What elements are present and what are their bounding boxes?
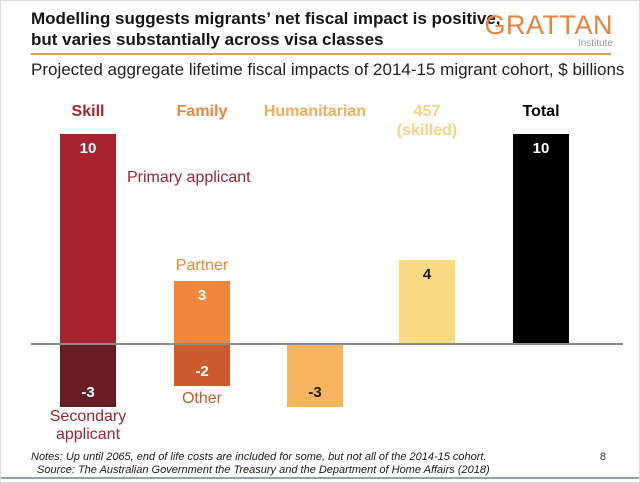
page-number: 8 xyxy=(599,451,606,463)
chart-subtitle: Projected aggregate lifetime fiscal impa… xyxy=(31,60,625,79)
title-line-2: but varies substantially across visa cla… xyxy=(31,30,384,49)
bar-other: -2 xyxy=(174,344,230,386)
bar-value-label-other: -2 xyxy=(195,363,209,380)
bar-value-label-457-skilled: 4 xyxy=(422,266,432,283)
title-line-1: Modelling suggests migrants’ net fiscal … xyxy=(31,9,501,28)
column-header-total: Total xyxy=(522,103,560,120)
bar-primary-applicant: 10 xyxy=(60,134,116,344)
bar-value-label-secondary-applicant: -3 xyxy=(81,384,95,401)
logo-wordmark: GRATTAN xyxy=(484,10,613,40)
bar-value-label-partner: 3 xyxy=(197,287,207,304)
annotation-partner: Partner xyxy=(175,257,229,274)
column-header-family: Family xyxy=(176,103,228,120)
annotation-other: Other xyxy=(181,390,222,407)
slide-bottom-border xyxy=(1,477,639,479)
bar-value-label-primary-applicant: 10 xyxy=(79,140,97,157)
annotation-secondary-applicant: Secondary applicant xyxy=(49,408,127,443)
bar-value-label-humanitarian: -3 xyxy=(308,384,322,401)
zero-axis-line xyxy=(31,343,623,345)
header-divider-line xyxy=(31,53,611,55)
column-header-skill: Skill xyxy=(71,103,105,120)
column-header-humanitarian: Humanitarian xyxy=(263,103,367,120)
bar-partner: 3 xyxy=(174,281,230,344)
bar-humanitarian: -3 xyxy=(287,344,343,407)
slide-title: Modelling suggests migrants’ net fiscal … xyxy=(31,8,501,50)
grattan-logo: GRATTAN Institute xyxy=(484,10,614,50)
logo-institute-label: Institute xyxy=(577,38,613,49)
bar-secondary-applicant: -3 xyxy=(60,344,116,407)
bar-total: 10 xyxy=(513,134,569,344)
notes-text: Notes: Up until 2065, end of life costs … xyxy=(31,451,487,463)
column-header-457-skilled: 457 (skilled) xyxy=(396,103,458,139)
bar-value-label-total: 10 xyxy=(532,140,550,157)
source-text: Source: The Australian Government the Tr… xyxy=(37,464,490,476)
bar-457-skilled: 4 xyxy=(399,260,455,344)
annotation-primary-applicant: Primary applicant xyxy=(127,169,251,186)
